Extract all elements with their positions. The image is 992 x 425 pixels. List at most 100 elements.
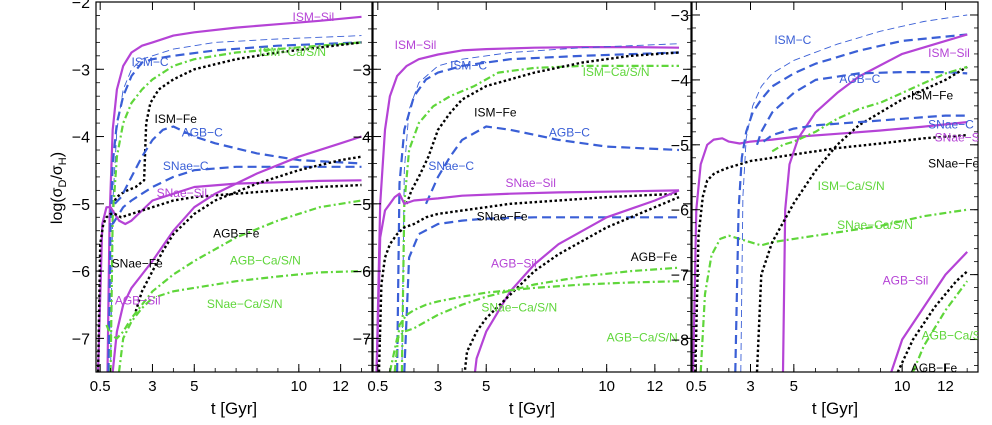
x-tick-label: 10 [290,378,307,395]
series-label: SNae−Fe [112,257,163,271]
series-line-snae-fe [377,192,680,372]
x-axis-label: t [Gyr] [509,399,555,418]
series-line-snae-sil [97,179,362,372]
panel-frame [95,1,373,373]
series-line-agb-c [424,125,680,205]
y-tick-label: −4 [353,130,371,147]
series-label: AGB−Fe [213,226,260,240]
series-line-snae-sil [692,121,968,372]
x-axis-label: t [Gyr] [211,399,257,418]
series-line-snae-ca-s-n [117,270,362,372]
series-line-snae-c [403,216,679,372]
y-axis-label-main: log(σ [49,187,66,224]
series-line-ism-ca-s-n [771,65,968,153]
x-tick-label: 10 [894,378,911,395]
y-tick-label: −6 [671,203,689,220]
series-line-ism-sil [106,15,362,372]
y-tick-label: −3 [353,62,371,79]
series-line-agb-c [113,125,362,205]
x-tick-label: 10 [598,378,615,395]
y-tick-label: −5 [353,197,371,214]
series-label: ISM−Fe [474,105,517,119]
series-line-ism-c-thin [401,43,680,372]
series-label: SNae−Ca/S/N [481,300,557,314]
series-line-agb-ca-s-n [388,266,680,372]
y-tick-label: −7 [671,268,689,285]
x-tick-label: 12 [937,378,954,395]
series-line-agb-c [755,70,968,146]
panel-2-series [375,43,680,372]
y-tick-label: −6 [72,264,90,281]
series-label: SNae−C [163,159,209,173]
x-tick-label: 12 [647,378,664,395]
series-line-ism-c-thin [110,35,362,372]
series-line-agb-fe [134,155,362,312]
panel-3-series [692,14,969,372]
series-line-snae-ca-s-n [699,208,968,372]
y-tick-label: −8 [671,333,689,350]
panel-1-series [96,15,362,372]
series-line-ism-ca-s-n [109,41,362,372]
panel-frame [691,1,979,373]
series-line-snae-fe [694,133,968,372]
x-tick-label: 5 [190,378,198,395]
x-tick-label: 5 [482,378,490,395]
y-tick-label: −3 [671,8,689,25]
x-tick-label: 5 [790,378,798,395]
y-axis-label: log(σD/σH) [49,152,69,224]
series-label: AGB−Ca/S/N [607,331,678,345]
y-tick-label: −4 [671,73,689,90]
series-label: AGB−C [182,126,223,140]
series-line-agb-ca-s-n [105,199,362,340]
series-label: AGB−Sil [491,257,537,271]
y-tick-label: −6 [353,264,371,281]
series-line-agb-sil [890,251,968,372]
x-tick-label: 0.5 [367,378,388,395]
panel-frame [372,1,692,373]
series-label: SNae−C [428,159,474,173]
series-label: SNae−Ca/S/N [207,297,283,311]
series-line-ism-sil [781,33,968,372]
x-tick-label: 3 [746,378,754,395]
y-tick-label: −5 [671,138,689,155]
series-label: SNae−Fe [928,157,979,171]
series-label: AGB−Fe [631,250,678,264]
series-line-snae-ca-s-n [393,280,680,372]
series-label: AGB−Sil [115,294,161,308]
series-label: AGB−C [549,126,590,140]
series-line-ism-fe [755,65,968,372]
series-label: AGB−C [839,72,880,86]
series-line-snae-c [762,114,968,143]
panel-3: 0.5 3 5 10 12 t [Gyr] −3 −4 −5 −6 −7 −8 ISM−C ISM−Sil… [671,1,985,418]
y-axis-label-mid: /σ [49,165,66,179]
series-label: SNae−Fe [477,210,528,224]
series-label: AGB−Ca/S [922,329,981,343]
series-label: AGB−Fe [911,361,958,375]
series-line-ism-sil [375,45,680,372]
panel-1: 0.5 3 5 10 12 t [Gyr] −2 −3 −4 −5 −6 −7 ISM−Sil ISM−C… [72,0,373,418]
y-tick-label: −7 [72,331,90,348]
panel-2-labels: ISM−Sil ISM−C ISM−Ca/S/N ISM−Fe AGB−C SNae−C S… [395,38,678,345]
series-label: ISM−Ca/S/N [259,45,326,59]
series-line-ism-c [107,41,362,372]
y-axis-label-close: ) [49,152,66,157]
series-line-ism-c [734,33,968,372]
x-tick-label: 12 [332,378,349,395]
series-label: SNae−Ca/S/N [837,218,913,232]
series-line-ism-c [396,51,680,372]
series-label: ISM−Ca/S/N [818,179,885,193]
series-line-ism-fe [113,41,362,202]
series-line-snae-c [111,165,362,225]
series-label: ISM−C [132,55,169,69]
series-line-snae-sil [375,189,680,372]
y-axis-label-sub2: H [57,157,69,165]
series-label: ISM−Sil [293,10,335,24]
series-label: SNae−Sil [935,131,985,145]
y-axis-label-sub1: D [57,180,69,188]
series-label: SNae−Sil [506,176,556,190]
y-tick-label: −2 [72,0,90,12]
series-label: SNae−C [928,118,974,132]
